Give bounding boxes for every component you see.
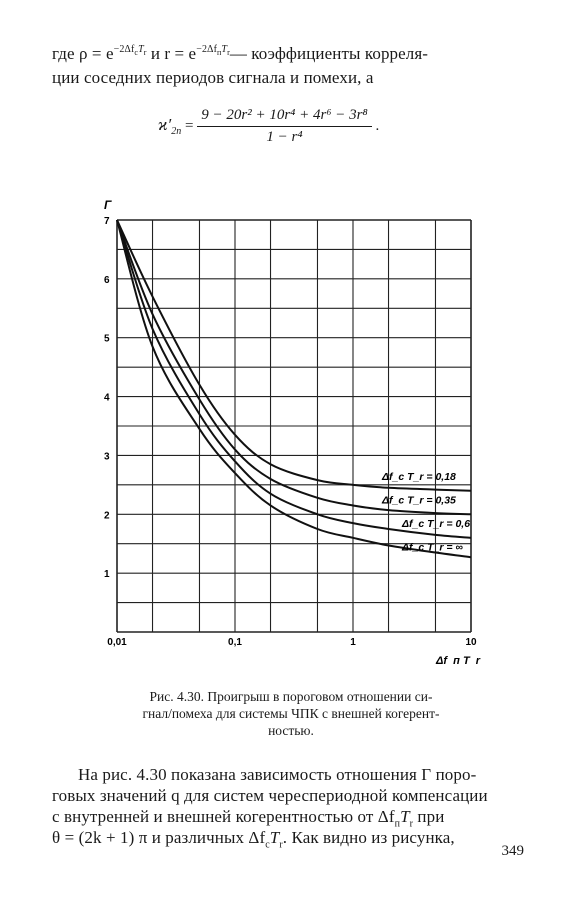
y-tick-label: 2 bbox=[104, 510, 110, 521]
formula-dot: . bbox=[375, 117, 380, 134]
body-line-1: На рис. 4.30 показана зависимость отноше… bbox=[78, 765, 477, 784]
formula-numerator: 9 − 20r² + 10r⁴ + 4r⁶ − 3r⁸ bbox=[197, 107, 372, 127]
formula-fraction: 9 − 20r² + 10r⁴ + 4r⁶ − 3r⁸ 1 − r⁴ bbox=[197, 107, 372, 146]
chart-legend: Δf_c T_r = 0,18 Δf_c T_r = 0,35 Δf_c T_r =… bbox=[381, 471, 470, 554]
chart-grid bbox=[116, 219, 472, 633]
formula-lhs: ϰ′ bbox=[158, 114, 172, 134]
x-tick-label: 10 bbox=[465, 637, 477, 648]
text-line-2: ции соседних периодов сигнала и помехи, … bbox=[52, 68, 374, 87]
chart-xlabel: Δf_п T_r bbox=[435, 655, 481, 665]
body-line-2: говых значений q для систем череспериодн… bbox=[52, 786, 488, 805]
y-tick-label: 7 bbox=[104, 216, 110, 227]
text-line-1: где ρ = e−2ΔfcTr и r = e−2ΔfпTr— коэффиц… bbox=[52, 44, 429, 63]
chart-series-line bbox=[116, 219, 472, 559]
y-tick-label: 4 bbox=[104, 393, 110, 404]
text-segment: — коэффициенты корреля- bbox=[229, 44, 429, 63]
chart-ylabel: Г bbox=[104, 198, 112, 212]
text-segment: где ρ = e bbox=[52, 44, 114, 63]
formula-denominator: 1 − r⁴ bbox=[266, 129, 303, 145]
legend-label: Δf_c T_r = 0,18 bbox=[381, 471, 456, 483]
body-line-4: θ = (2k + 1) π и различных ΔfcTr. Как ви… bbox=[52, 828, 455, 851]
caption-line-3: ностью. bbox=[268, 723, 314, 738]
x-tick-label: 0,1 bbox=[228, 637, 242, 648]
formula: ϰ′2п = 9 − 20r² + 10r⁴ + 4r⁶ − 3r⁸ 1 − r… bbox=[158, 107, 379, 146]
y-tick-label: 6 bbox=[104, 275, 110, 286]
chart-ticks: 0,01 0,1 1 10 1 2 3 4 5 6 7 bbox=[104, 216, 477, 648]
y-tick-label: 5 bbox=[104, 334, 110, 345]
x-tick-label: 0,01 bbox=[107, 637, 127, 648]
y-tick-label: 3 bbox=[104, 451, 110, 462]
chart-series-line bbox=[116, 219, 472, 516]
page-number: 349 bbox=[501, 843, 525, 859]
caption-line-1: Рис. 4.30. Проигрыш в пороговом отношени… bbox=[149, 689, 433, 704]
formula-lhs-sub: 2п bbox=[171, 125, 182, 137]
chart-series-line bbox=[116, 219, 472, 492]
caption-line-2: гнал/помеха для системы ЧПК с внешней ко… bbox=[142, 706, 440, 721]
body-line-3: с внутренней и внешней когерентностью от… bbox=[52, 807, 445, 830]
y-tick-label: 1 bbox=[104, 569, 110, 580]
formula-eq: = bbox=[185, 117, 194, 134]
chart-curves bbox=[116, 219, 472, 559]
text-segment: и r = e bbox=[146, 44, 197, 63]
x-tick-label: 1 bbox=[350, 637, 356, 648]
legend-label: Δf_c T_r = ∞ bbox=[401, 542, 463, 554]
chart-series-line bbox=[116, 219, 472, 539]
legend-label: Δf_c T_r = 0,35 bbox=[381, 495, 456, 507]
legend-label: Δf_c T_r = 0,6 bbox=[401, 518, 470, 530]
figure-caption: Рис. 4.30. Проигрыш в пороговом отношени… bbox=[92, 688, 490, 739]
